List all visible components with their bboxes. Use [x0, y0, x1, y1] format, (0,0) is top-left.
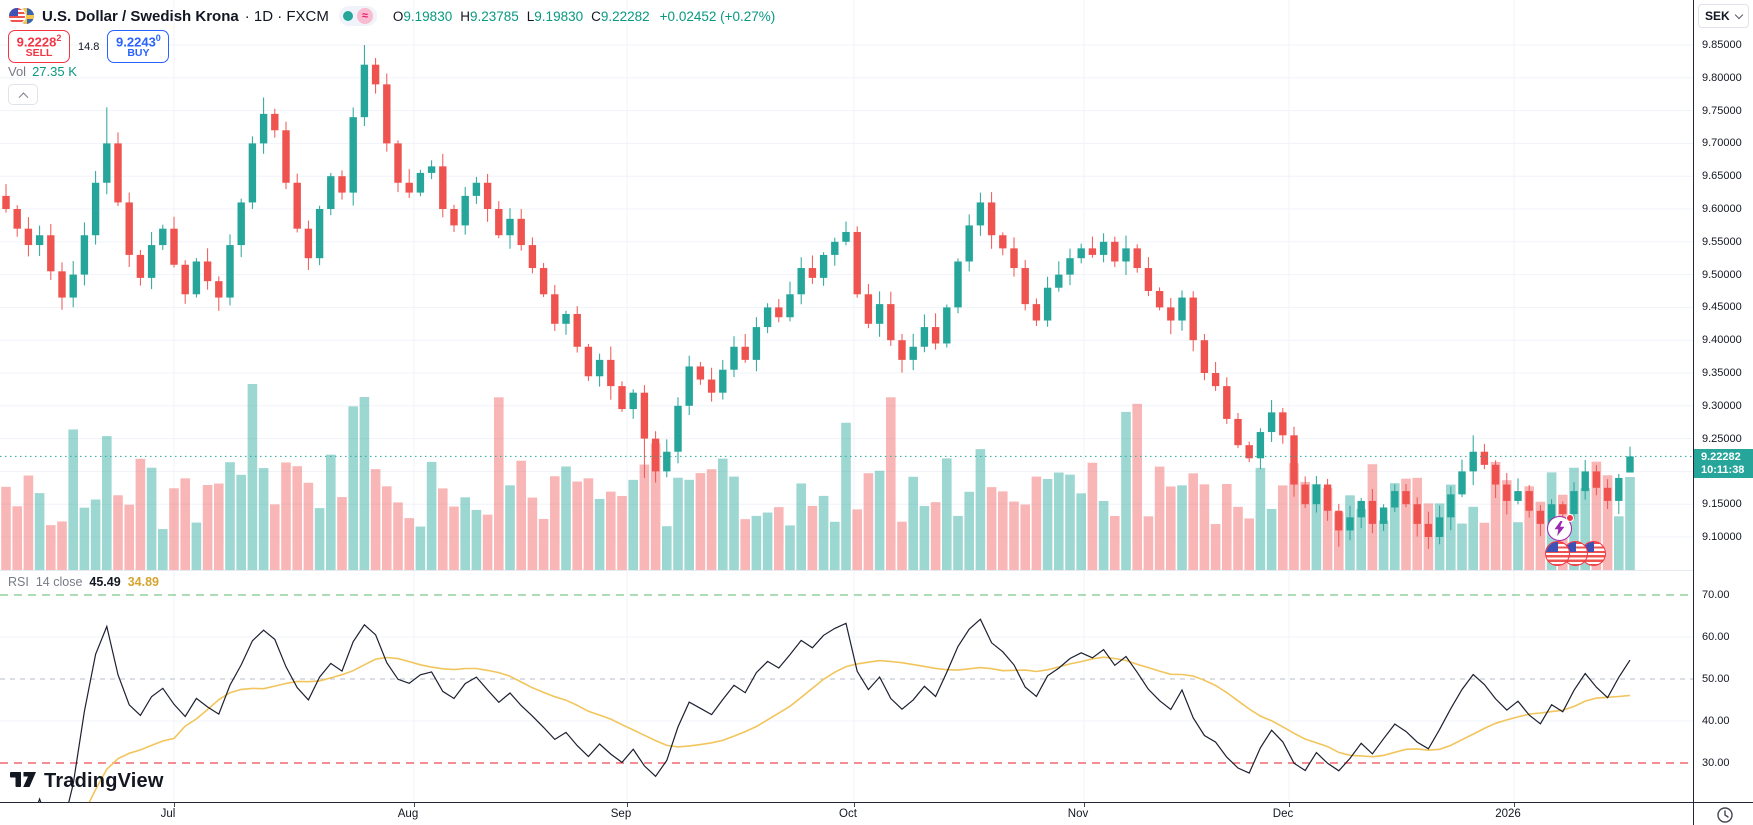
time-tick-label[interactable]: 2026: [1495, 808, 1521, 820]
currency-label: SEK: [1705, 9, 1730, 23]
price-tick-label: 9.25000: [1702, 432, 1742, 445]
pane-separator[interactable]: [0, 570, 1693, 571]
time-tick-mark: [1289, 803, 1290, 807]
approx-data-icon: ≈: [356, 8, 373, 24]
currency-dropdown[interactable]: SEK: [1698, 4, 1749, 28]
high-value: 9.23785: [469, 8, 519, 24]
price-axis[interactable]: SEK 9.85000 9.80000 9.75000 9.70000 9.65000 9…: [1694, 0, 1753, 802]
change-value: +0.02452 (+0.27%): [659, 8, 776, 24]
sell-price: 9.2228: [16, 33, 57, 49]
symbol-interval-exchange[interactable]: · 1D · FXCM: [244, 7, 329, 25]
spread-value: 14.8: [78, 40, 100, 53]
time-tick-label[interactable]: Nov: [1067, 808, 1089, 820]
sell-button[interactable]: 9.22282 SELL: [8, 30, 70, 63]
price-axis-border: [1693, 0, 1694, 825]
chevron-down-icon: [1734, 10, 1744, 19]
time-tick-mark: [414, 803, 415, 807]
price-tick-label: 9.10000: [1702, 531, 1742, 543]
buy-label: BUY: [127, 47, 150, 60]
rsi-tick-label: 60.00: [1702, 631, 1730, 643]
chart-canvas[interactable]: [0, 0, 1693, 802]
rsi-tick-label: 40.00: [1702, 715, 1730, 727]
open-label: O: [392, 8, 404, 24]
price-tick-label: 9.50000: [1702, 268, 1742, 281]
time-axis-border: [0, 802, 1753, 803]
low-value: 9.19830: [534, 8, 584, 24]
time-tick-mark: [174, 803, 175, 807]
price-tick-label: 9.45000: [1702, 301, 1742, 314]
us-flag-icon: [8, 7, 26, 25]
rsi-legend[interactable]: RSI 14 close 45.49 34.89: [8, 575, 159, 589]
buy-button[interactable]: 9.22430 BUY: [107, 30, 170, 63]
time-tick-label[interactable]: Dec: [1272, 808, 1294, 820]
price-tick-label: 9.35000: [1702, 367, 1742, 379]
rsi-tick-label: 30.00: [1702, 757, 1730, 769]
tradingview-logo-icon: [10, 772, 36, 787]
bar-countdown: 10:11:38: [1701, 464, 1745, 476]
last-price-value: 9.22282: [1701, 451, 1741, 463]
alert-notification-dot: [1566, 514, 1574, 522]
rsi-tick-label: 50.00: [1702, 673, 1730, 685]
market-status-pill[interactable]: ≈: [338, 6, 377, 26]
buy-price: 9.2243: [116, 33, 156, 49]
time-tick-label[interactable]: Oct: [839, 808, 857, 820]
price-tick-label: 9.55000: [1702, 235, 1742, 248]
trade-buttons: 9.22282 SELL 14.8 9.22430 BUY: [8, 30, 170, 63]
price-tick-label: 9.15000: [1702, 498, 1742, 511]
time-tick-label[interactable]: Jul: [160, 808, 176, 820]
alert-lightning-button[interactable]: [1547, 514, 1574, 541]
time-tick-label[interactable]: Aug: [397, 808, 419, 820]
time-tick-mark: [1514, 803, 1515, 807]
price-tick-label: 9.70000: [1702, 137, 1742, 150]
market-open-dot-icon: [342, 11, 353, 21]
rsi-name: RSI: [8, 575, 29, 589]
low-label: L: [526, 8, 535, 24]
sell-label: SELL: [25, 47, 53, 60]
time-axis[interactable]: Jul Aug Sep Oct Nov Dec 2026: [0, 803, 1693, 825]
time-tick-label[interactable]: Sep: [610, 808, 632, 820]
symbol-title[interactable]: U.S. Dollar / Swedish Krona: [42, 7, 239, 25]
price-tick-label: 9.80000: [1702, 71, 1742, 84]
volume-value: 27.35 K: [32, 64, 77, 79]
symbol-pair-flag-icon: [8, 6, 36, 26]
high-label: H: [460, 8, 470, 24]
price-tick-label: 9.65000: [1702, 170, 1742, 183]
open-value: 9.19830: [403, 8, 453, 24]
lightning-icon: [1554, 521, 1565, 536]
close-value: 9.22282: [600, 8, 650, 24]
sell-price-sup: 2: [56, 32, 62, 43]
price-tick-label: 9.85000: [1702, 39, 1742, 51]
rsi-tick-label: 70.00: [1702, 589, 1730, 601]
price-tick-label: 9.75000: [1702, 104, 1742, 117]
rsi-value: 45.49: [89, 575, 121, 589]
price-tick-label: 9.60000: [1702, 203, 1742, 215]
price-tick-label: 9.40000: [1702, 334, 1742, 347]
chevron-up-icon: [18, 92, 28, 103]
buy-price-sup: 0: [155, 32, 161, 43]
time-tick-mark: [854, 803, 855, 807]
time-tick-mark: [627, 803, 628, 807]
last-price-badge: 9.22282 10:11:38: [1694, 449, 1753, 478]
rsi-params: 14 close: [35, 575, 83, 589]
collapse-legend-button[interactable]: [8, 84, 38, 105]
close-label: C: [591, 8, 601, 24]
volume-label: Vol: [8, 64, 27, 79]
ohlc-readout: O9.19830 H9.23785 L9.19830 C9.22282 +0.0…: [393, 9, 775, 24]
timezone-clock-icon[interactable]: [1716, 806, 1734, 824]
price-tick-label: 9.30000: [1702, 399, 1742, 412]
rsi-ma-value: 34.89: [127, 575, 159, 589]
time-tick-mark: [1084, 803, 1085, 807]
volume-legend[interactable]: Vol 27.35 K: [8, 64, 77, 79]
symbol-header: U.S. Dollar / Swedish Krona · 1D · FXCM …: [8, 4, 775, 28]
tradingview-logo[interactable]: TradingView: [10, 770, 164, 793]
tradingview-logo-text: TradingView: [44, 770, 164, 792]
event-flag-icon[interactable]: [1545, 541, 1570, 566]
